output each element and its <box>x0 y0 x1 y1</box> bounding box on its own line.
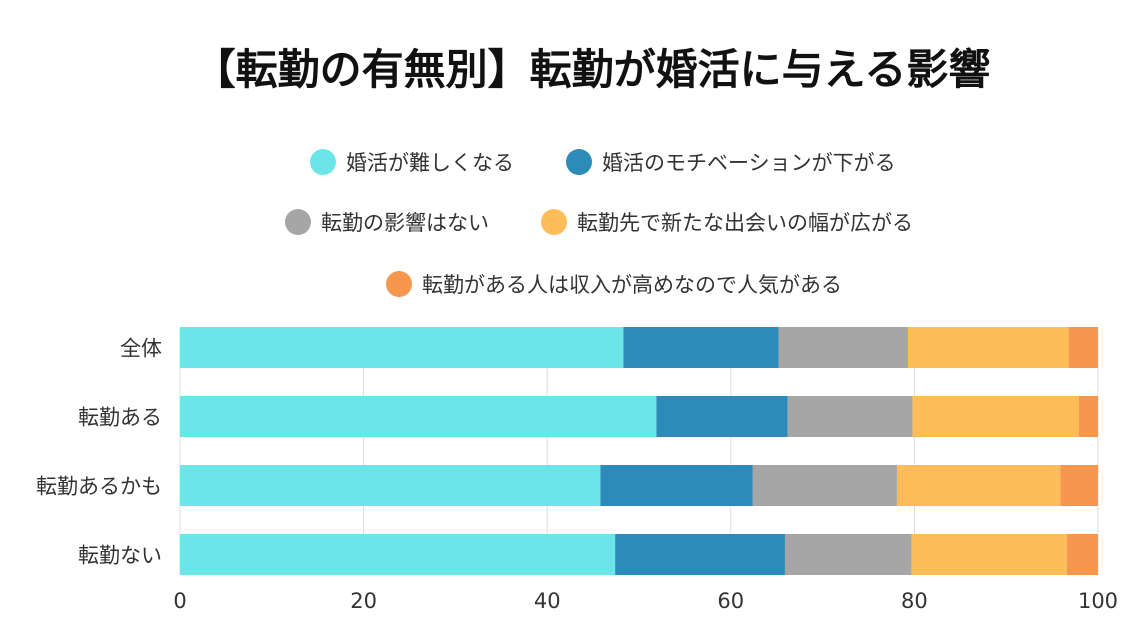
legend-swatch-2 <box>285 209 311 235</box>
category-label-1: 転勤ある <box>78 406 162 430</box>
legend-label-1: 婚活のモチベーションが下がる <box>602 151 896 175</box>
legend-label-4: 転勤がある人は収入が高めなので人気がある <box>422 273 842 297</box>
bar-0-2 <box>778 327 908 368</box>
bar-3-2 <box>784 534 912 575</box>
legend-label-0: 婚活が難しくなる <box>346 151 514 175</box>
x-tick-label-3: 60 <box>717 589 744 613</box>
gridlines <box>179 327 1099 575</box>
chart-title: 【転勤の有無別】転勤が婚活に与える影響 <box>194 45 991 94</box>
bars <box>180 327 1098 575</box>
bar-1-0 <box>180 396 657 437</box>
bar-3-4 <box>1066 534 1098 575</box>
bar-1-2 <box>787 396 913 437</box>
legend-swatch-0 <box>310 149 336 175</box>
bar-0-0 <box>180 327 624 368</box>
x-tick-label-2: 40 <box>534 589 561 613</box>
legend-label-2: 転勤の影響はない <box>321 211 489 235</box>
legend-swatch-4 <box>386 271 412 297</box>
bar-3-3 <box>911 534 1067 575</box>
category-label-0: 全体 <box>120 337 162 361</box>
category-label-3: 転勤ない <box>78 544 162 568</box>
legend-label-3: 転勤先で新たな出会いの幅が広がる <box>577 211 913 235</box>
x-axis-ticks: 0 20 40 60 80 100 <box>173 589 1118 613</box>
bar-2-4 <box>1060 465 1098 506</box>
bar-1-4 <box>1078 396 1098 437</box>
bar-3-1 <box>615 534 785 575</box>
x-tick-label-4: 80 <box>901 589 928 613</box>
category-label-2: 転勤あるかも <box>36 475 162 499</box>
bar-2-1 <box>600 465 753 506</box>
bar-2-3 <box>896 465 1061 506</box>
bar-1-3 <box>912 396 1079 437</box>
bar-2-2 <box>752 465 897 506</box>
bar-2-0 <box>180 465 601 506</box>
x-tick-label-0: 0 <box>173 589 186 613</box>
x-tick-label-5: 100 <box>1078 589 1118 613</box>
x-tick-label-1: 20 <box>350 589 377 613</box>
bar-1-1 <box>656 396 788 437</box>
legend-swatch-3 <box>541 209 567 235</box>
bar-0-1 <box>623 327 779 368</box>
bar-0-3 <box>907 327 1069 368</box>
bar-0-4 <box>1068 327 1098 368</box>
bar-3-0 <box>180 534 616 575</box>
legend-swatch-1 <box>566 149 592 175</box>
